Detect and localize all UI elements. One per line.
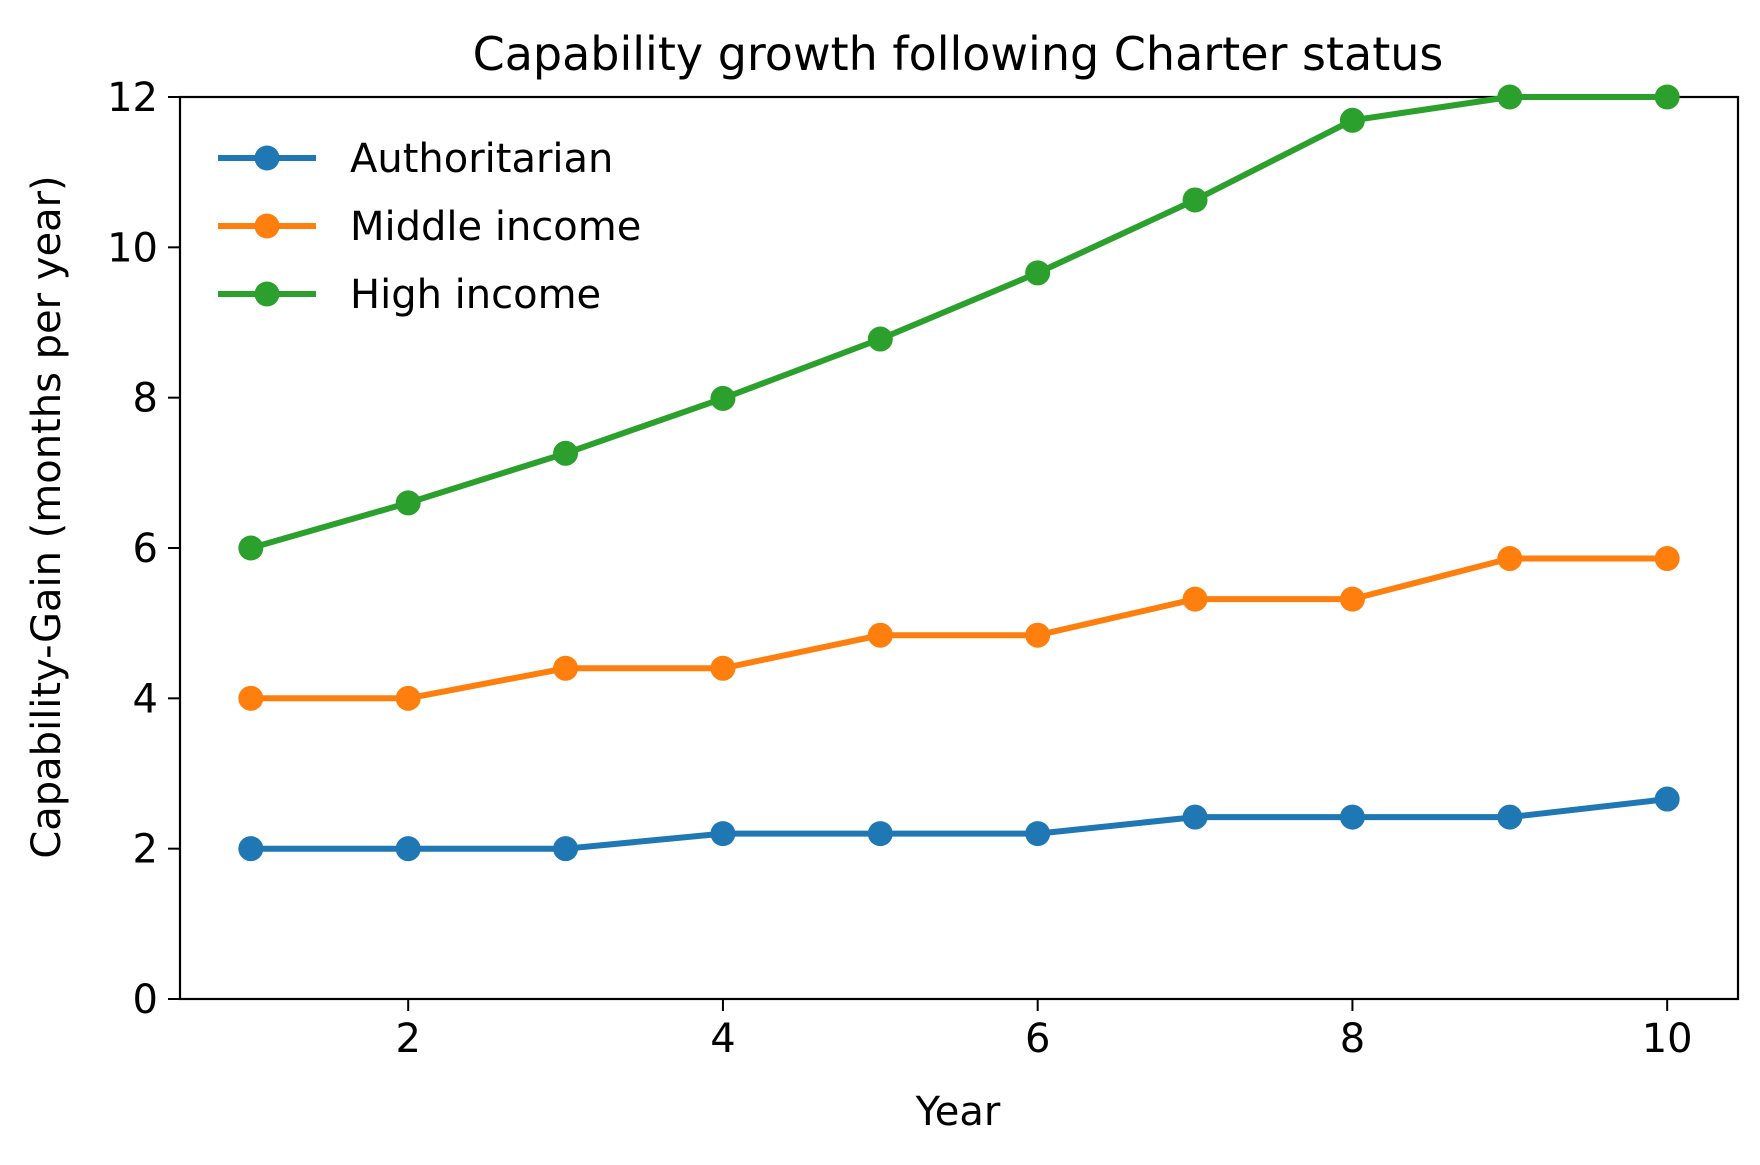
chart-title: Capability growth following Charter stat… — [473, 27, 1444, 81]
data-point — [1497, 84, 1523, 110]
data-point — [1025, 622, 1051, 648]
data-point — [1182, 804, 1208, 830]
x-axis-label: Year — [915, 1089, 1001, 1135]
data-point — [238, 836, 264, 862]
y-tick-label: 10 — [107, 225, 158, 271]
data-point — [867, 326, 893, 352]
series-line — [247, 94, 1671, 552]
legend-item: Authoritarian — [218, 136, 613, 182]
data-point — [395, 685, 421, 711]
y-tick-label: 4 — [133, 676, 158, 722]
y-tick-label: 2 — [133, 827, 158, 873]
data-point — [1182, 586, 1208, 612]
x-tick-label: 4 — [710, 1016, 735, 1062]
data-point — [867, 622, 893, 648]
data-point — [710, 655, 736, 681]
legend-marker — [254, 145, 280, 171]
data-point — [1654, 546, 1680, 572]
legend-label: Authoritarian — [350, 136, 613, 182]
legend-item: Middle income — [218, 204, 641, 250]
plot-area: 2 4 6 8 10 0 2 4 6 8 10 12 — [107, 75, 1740, 1062]
x-tick-label: 8 — [1340, 1016, 1365, 1062]
y-axis-label: Capability-Gain (months per year) — [24, 175, 70, 858]
data-point — [553, 440, 579, 466]
data-point — [710, 821, 736, 847]
series-authoritarian — [238, 786, 1680, 862]
legend-marker — [254, 281, 280, 307]
series-middle-income — [238, 546, 1680, 711]
legend-item: High income — [218, 272, 601, 318]
data-point — [1654, 84, 1680, 110]
legend-label: Middle income — [350, 204, 641, 250]
data-point — [867, 821, 893, 847]
data-point — [395, 490, 421, 516]
legend-marker — [254, 213, 280, 239]
x-tick-label: 2 — [395, 1016, 420, 1062]
data-point — [553, 836, 579, 862]
data-point — [1497, 804, 1523, 830]
y-tick-label: 6 — [133, 526, 158, 572]
series-high-income — [238, 84, 1680, 561]
data-point — [1497, 546, 1523, 572]
data-point — [238, 535, 264, 561]
data-point — [1339, 107, 1365, 133]
data-point — [238, 685, 264, 711]
legend-label: High income — [350, 272, 601, 318]
series-layer — [238, 84, 1680, 862]
data-point — [1182, 187, 1208, 213]
series-line — [247, 555, 1671, 702]
y-tick-label: 8 — [133, 376, 158, 422]
y-tick-label: 12 — [107, 75, 158, 121]
data-point — [553, 655, 579, 681]
y-tick-label: 0 — [133, 977, 158, 1023]
x-tick-label: 6 — [1025, 1016, 1050, 1062]
x-tick-label: 10 — [1642, 1016, 1693, 1062]
data-point — [710, 385, 736, 411]
data-point — [1025, 821, 1051, 847]
series-line — [247, 795, 1671, 852]
data-point — [1339, 586, 1365, 612]
data-point — [395, 836, 421, 862]
data-point — [1025, 260, 1051, 286]
legend: Authoritarian Middle income High income — [218, 136, 641, 318]
data-point — [1339, 804, 1365, 830]
data-point — [1654, 786, 1680, 812]
